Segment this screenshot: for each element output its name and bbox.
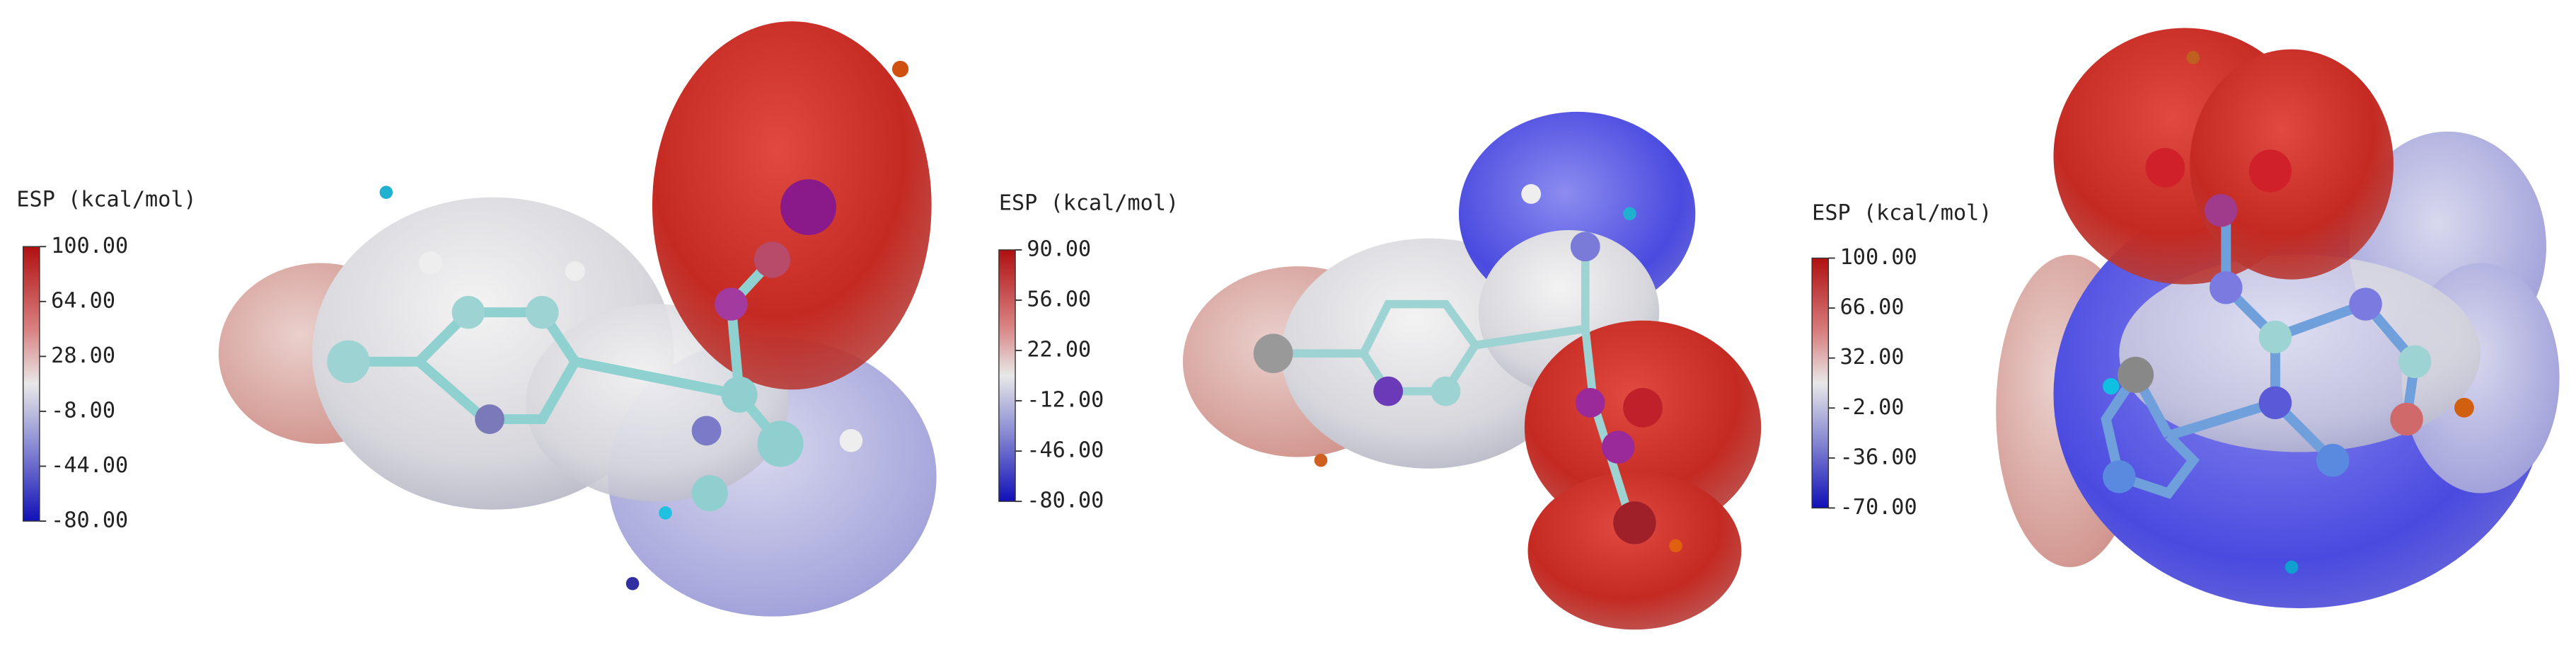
molecule-1 [218,21,937,617]
colorbar-tick-label: 28.00 [51,343,115,368]
colorbar-tick-label: 64.00 [51,288,115,313]
molecule-2 [1182,111,1762,630]
colorbar-tick-label: 22.00 [1027,338,1091,363]
colorbar-tick-label: 32.00 [1840,345,1905,370]
colorbar [22,246,40,522]
colorbar-tick-label: -2.00 [1840,395,1905,420]
colorbar-tick-label: 100.00 [1840,245,1917,270]
colorbar [1811,257,1830,509]
colorbar-tick-label: -44.00 [51,453,128,478]
colorbar-tick-label: -80.00 [1027,489,1104,513]
colorbar-title: ESP (kcal/mol) [16,188,196,212]
colorbar-tick-label: 100.00 [51,234,128,258]
colorbar-tick-label: -46.00 [1027,438,1104,463]
colorbar-tick-label: -80.00 [51,508,128,533]
colorbar-tick-label: 56.00 [1027,287,1091,312]
colorbar [998,249,1016,502]
colorbar-tick-label: 90.00 [1027,236,1091,261]
colorbar-tick-label: -8.00 [51,398,115,423]
colorbar-title: ESP (kcal/mol) [1812,200,1992,225]
colorbar-tick-label: -70.00 [1840,495,1917,520]
colorbar-tick-label: -36.00 [1840,445,1917,469]
molecule-3 [1996,28,2560,609]
colorbar-tick-label: -12.00 [1027,388,1104,413]
colorbar-title: ESP (kcal/mol) [999,190,1179,215]
colorbar-tick-label: 66.00 [1840,295,1905,320]
